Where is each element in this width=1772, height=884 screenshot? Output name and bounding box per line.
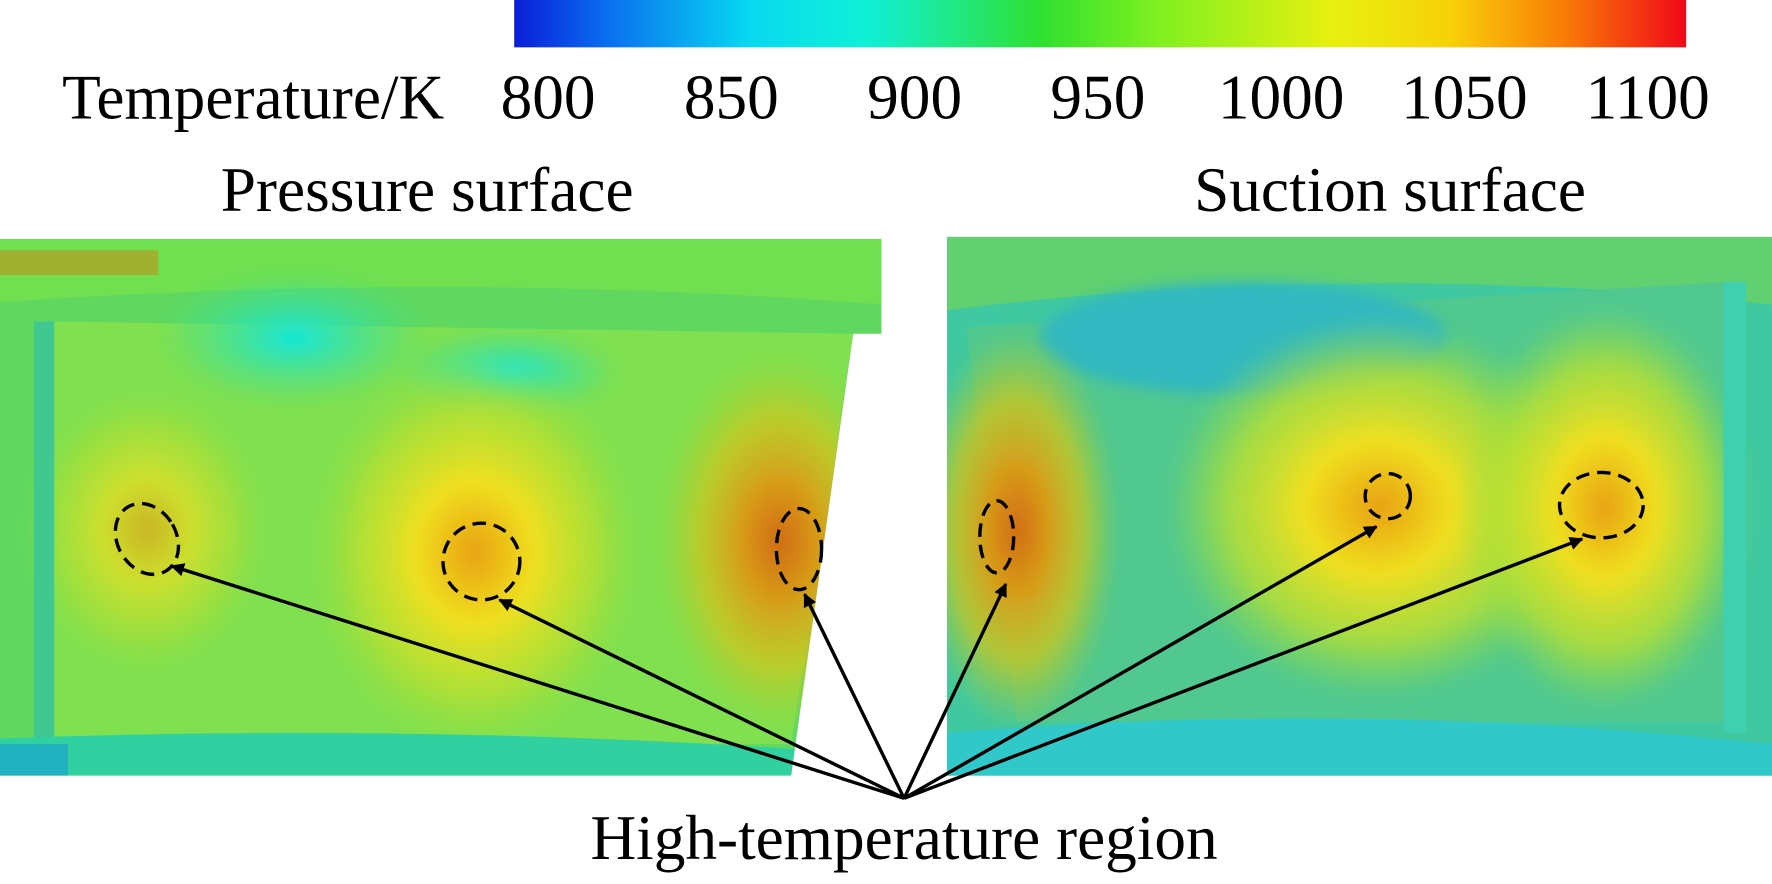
arrows: [170, 525, 1584, 800]
colorbar: [514, 0, 1687, 48]
colorbar-tick-label: 1000: [1218, 62, 1345, 132]
colorbar-label: Temperature/K: [62, 62, 444, 132]
high-temperature-markers: [113, 470, 1645, 602]
colorbar-tick-label: 950: [1050, 62, 1145, 132]
colorbar-tick-label: 1050: [1401, 62, 1528, 132]
pressure-surface-contour: [0, 239, 882, 776]
suction-surface-contour: [947, 236, 1772, 776]
colorbar-tick-label: 800: [501, 62, 596, 132]
panel-title: Pressure surface: [221, 155, 634, 225]
colorbar-tick-label: 850: [684, 62, 779, 132]
annotation-label: High-temperature region: [590, 803, 1217, 873]
colorbar-tick-label: 900: [867, 62, 962, 132]
colorbar-tick-label: 1100: [1586, 62, 1710, 132]
panel-title: Suction surface: [1194, 155, 1586, 225]
